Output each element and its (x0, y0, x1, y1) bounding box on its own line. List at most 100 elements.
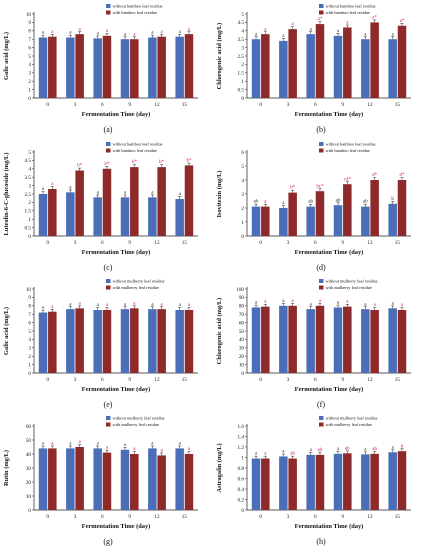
x-tick-label: 15 (395, 377, 401, 383)
significance-label: a (69, 31, 72, 36)
bar-with (315, 305, 325, 373)
x-tick-label: 3 (287, 240, 290, 246)
significance-label: d* (399, 173, 405, 178)
legend-label: with mulberry leaf residue (113, 285, 160, 290)
y-tick-label: 70 (239, 312, 245, 318)
y-tick-label: 0.2 (238, 497, 245, 503)
significance-label: a (51, 442, 54, 447)
y-tick-label: 1.2 (238, 445, 245, 451)
bar-with (288, 458, 297, 510)
x-tick-label: 6 (314, 240, 317, 246)
x-tick-label: 9 (128, 514, 131, 520)
significance-label: a (97, 303, 100, 308)
bar-without (388, 39, 397, 98)
x-tick-label: 9 (341, 102, 344, 108)
y-tick-label: 4.5 (238, 20, 245, 26)
significance-label: a (42, 306, 45, 311)
y-tick-label: 0 (28, 508, 31, 514)
legend-label: without bamboo leaf residue (326, 4, 376, 9)
x-tick-label: 6 (314, 102, 317, 108)
legend-swatch (106, 142, 111, 146)
legend-swatch (106, 416, 111, 420)
bar-without (361, 206, 370, 236)
x-axis-label: Fermentation Time (day) (82, 249, 151, 256)
significance-label: a* (400, 19, 405, 24)
x-tick-label: 3 (287, 102, 290, 108)
bar-without (38, 194, 48, 236)
significance-label: a (133, 32, 136, 37)
y-tick-label: 40 (239, 337, 245, 343)
bar-with (397, 25, 407, 98)
significance-label: a (188, 447, 191, 452)
y-tick-label: 3 (241, 45, 244, 51)
significance-label: a (161, 30, 164, 35)
legend-swatch (319, 285, 324, 290)
x-axis-label: Fermentation Time (day) (82, 111, 151, 118)
bar-without (333, 35, 343, 98)
y-axis-label: Isovitexin (mg/L) (216, 170, 223, 217)
significance-label: a (264, 300, 267, 305)
bar-with (288, 192, 297, 236)
x-tick-label: 3 (74, 102, 77, 108)
y-tick-label: 1.4 (238, 434, 245, 440)
significance-label: b* (186, 159, 192, 164)
bar-without (361, 309, 370, 373)
x-axis-label: Fermentation Time (day) (82, 523, 151, 530)
significance-label: a (346, 300, 349, 305)
significance-label: a (401, 303, 404, 308)
bar-with (397, 180, 407, 236)
significance-label: a (124, 443, 127, 448)
x-tick-label: 3 (287, 514, 290, 520)
chart-panel-6: 0 10 20 30 40 50 60 70 80 90 100 0 a a 3 a a 6 a a 9 a a 12 a a 15… (216, 279, 411, 409)
y-axis-label: Rutin (mg/L) (3, 450, 10, 486)
bar-without (333, 453, 343, 510)
y-tick-label: 0 (28, 371, 31, 377)
legend-swatch (319, 416, 324, 420)
significance-label: a (151, 442, 154, 447)
y-tick-label: 1 (28, 362, 31, 368)
y-tick-label: 40 (26, 452, 32, 458)
x-axis-label: Fermentation Time (day) (295, 111, 364, 118)
y-tick-label: 10 (239, 362, 245, 368)
significance-label: a (42, 187, 45, 192)
bar-with (157, 455, 166, 510)
x-tick-label: 0 (46, 377, 49, 383)
bar-without (148, 448, 157, 510)
bar-with (315, 24, 325, 98)
x-tick-label: 15 (395, 240, 401, 246)
bar-with (75, 308, 84, 373)
y-tick-label: 1.5 (238, 71, 245, 77)
y-tick-label: 0.4 (238, 487, 245, 493)
y-axis-label: Astragalin (mg/L) (216, 443, 223, 492)
significance-label: a (133, 301, 136, 306)
y-tick-label: 0.8 (238, 466, 245, 472)
y-tick-label: 20 (239, 354, 245, 360)
significance-label: a (124, 32, 127, 37)
x-tick-label: 9 (341, 377, 344, 383)
significance-label: a (264, 27, 267, 32)
legend-swatch (319, 279, 324, 283)
significance-label: ab (254, 200, 259, 205)
legend-label: without bamboo leaf residue (113, 4, 163, 9)
x-axis-label: Fermentation Time (day) (82, 386, 151, 393)
significance-label: a (69, 185, 72, 190)
chart-panel-7: 0 10 20 30 40 50 60 0 a a 3 a a 6 a a 9 a a 12 a a 15 a a without… (3, 416, 198, 546)
bar-without (93, 197, 102, 236)
panel-label: (a) (104, 125, 113, 134)
significance-label: a (161, 449, 164, 454)
bar-with (261, 206, 270, 236)
significance-label: a (310, 27, 313, 32)
legend-swatch (106, 148, 111, 153)
y-tick-label: 1 (241, 220, 244, 226)
y-tick-label: 3 (28, 346, 31, 352)
significance-label: a (188, 303, 191, 308)
y-tick-label: 3 (241, 192, 244, 198)
bar-without (333, 205, 343, 236)
significance-label: a* (372, 16, 377, 21)
legend-label: without mulberry leaf residue (113, 279, 165, 284)
significance-label: cd* (344, 177, 352, 182)
y-tick-label: 60 (239, 320, 245, 326)
bar-with (184, 454, 194, 510)
y-tick-label: 4 (28, 62, 31, 68)
